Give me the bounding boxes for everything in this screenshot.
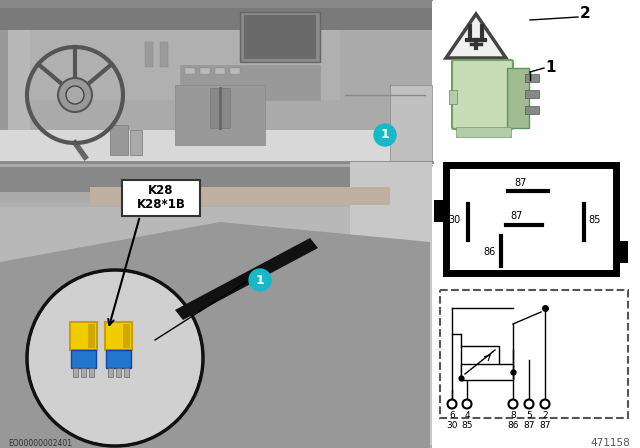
Bar (123, 324, 130, 348)
Bar (89, 368, 94, 377)
Circle shape (29, 272, 201, 444)
Text: 2: 2 (542, 412, 548, 421)
Bar (0, 167, 432, 192)
Text: 87: 87 (540, 422, 551, 431)
Circle shape (374, 124, 396, 146)
Bar (0, 8, 432, 30)
Bar (0, 30, 432, 100)
Text: 87: 87 (524, 422, 535, 431)
Bar (461, 346, 499, 378)
Text: 87: 87 (514, 178, 526, 188)
Bar (175, 85, 265, 145)
Bar (0, 162, 432, 202)
Bar (124, 368, 129, 377)
Circle shape (58, 78, 92, 112)
Bar (0, 100, 432, 130)
Text: 30: 30 (448, 215, 460, 225)
Text: 5: 5 (526, 412, 532, 421)
Bar (185, 68, 195, 74)
Bar (614, 241, 628, 263)
Bar (81, 368, 86, 377)
Bar (210, 88, 230, 128)
Bar (0, 207, 432, 287)
Text: K28*1B: K28*1B (136, 198, 186, 211)
Bar (145, 42, 153, 67)
Text: 6: 6 (449, 412, 455, 421)
Bar (230, 68, 240, 74)
Bar (116, 368, 121, 377)
Circle shape (541, 400, 550, 409)
Bar (0, 0, 432, 8)
Bar (180, 65, 320, 100)
Bar (525, 90, 539, 98)
Text: 1: 1 (381, 129, 389, 142)
Bar (108, 368, 113, 377)
Bar (0, 0, 432, 162)
Bar (525, 106, 539, 114)
Text: 85: 85 (588, 215, 600, 225)
Bar (110, 125, 128, 155)
Circle shape (66, 86, 84, 104)
Bar (350, 162, 432, 445)
Bar (240, 12, 320, 62)
Bar (446, 165, 616, 273)
Bar (507, 68, 529, 128)
Bar (449, 90, 457, 104)
Circle shape (509, 400, 518, 409)
Text: 30: 30 (446, 422, 458, 431)
Bar (160, 42, 168, 67)
Text: 85: 85 (461, 422, 473, 431)
FancyBboxPatch shape (452, 60, 513, 129)
Text: 87: 87 (510, 211, 522, 221)
Bar (71, 350, 96, 368)
Text: 86: 86 (508, 422, 519, 431)
Bar (390, 85, 432, 162)
Text: K28: K28 (148, 185, 173, 198)
Bar (525, 74, 539, 82)
Bar (122, 180, 200, 216)
Polygon shape (0, 222, 430, 448)
Text: 86: 86 (483, 247, 495, 257)
Polygon shape (446, 14, 506, 58)
Bar (88, 324, 95, 348)
Bar (440, 290, 628, 418)
Text: 8: 8 (510, 412, 516, 421)
Bar (0, 30, 8, 130)
Polygon shape (175, 238, 318, 320)
Circle shape (249, 269, 271, 291)
Bar (200, 68, 210, 74)
Bar (244, 15, 316, 59)
Bar (130, 130, 142, 155)
Circle shape (27, 270, 203, 446)
Circle shape (463, 400, 472, 409)
Bar (90, 187, 390, 205)
Bar (432, 0, 640, 448)
Bar (430, 162, 432, 445)
Circle shape (447, 400, 456, 409)
Bar (434, 200, 448, 222)
Text: 2: 2 (580, 7, 591, 22)
Circle shape (525, 400, 534, 409)
Bar (73, 368, 78, 377)
Text: 471158: 471158 (590, 438, 630, 448)
Text: 4: 4 (464, 412, 470, 421)
Bar (215, 68, 225, 74)
Bar (340, 30, 432, 110)
Bar (106, 350, 131, 368)
Bar (0, 30, 30, 130)
Bar (456, 127, 511, 137)
Text: 1: 1 (545, 60, 556, 76)
Text: EO00000002401: EO00000002401 (8, 439, 72, 448)
Bar (0, 162, 432, 448)
Bar (70, 322, 97, 350)
Bar (461, 364, 513, 380)
Bar (105, 322, 132, 350)
Bar (0, 127, 432, 162)
Text: 1: 1 (255, 273, 264, 287)
